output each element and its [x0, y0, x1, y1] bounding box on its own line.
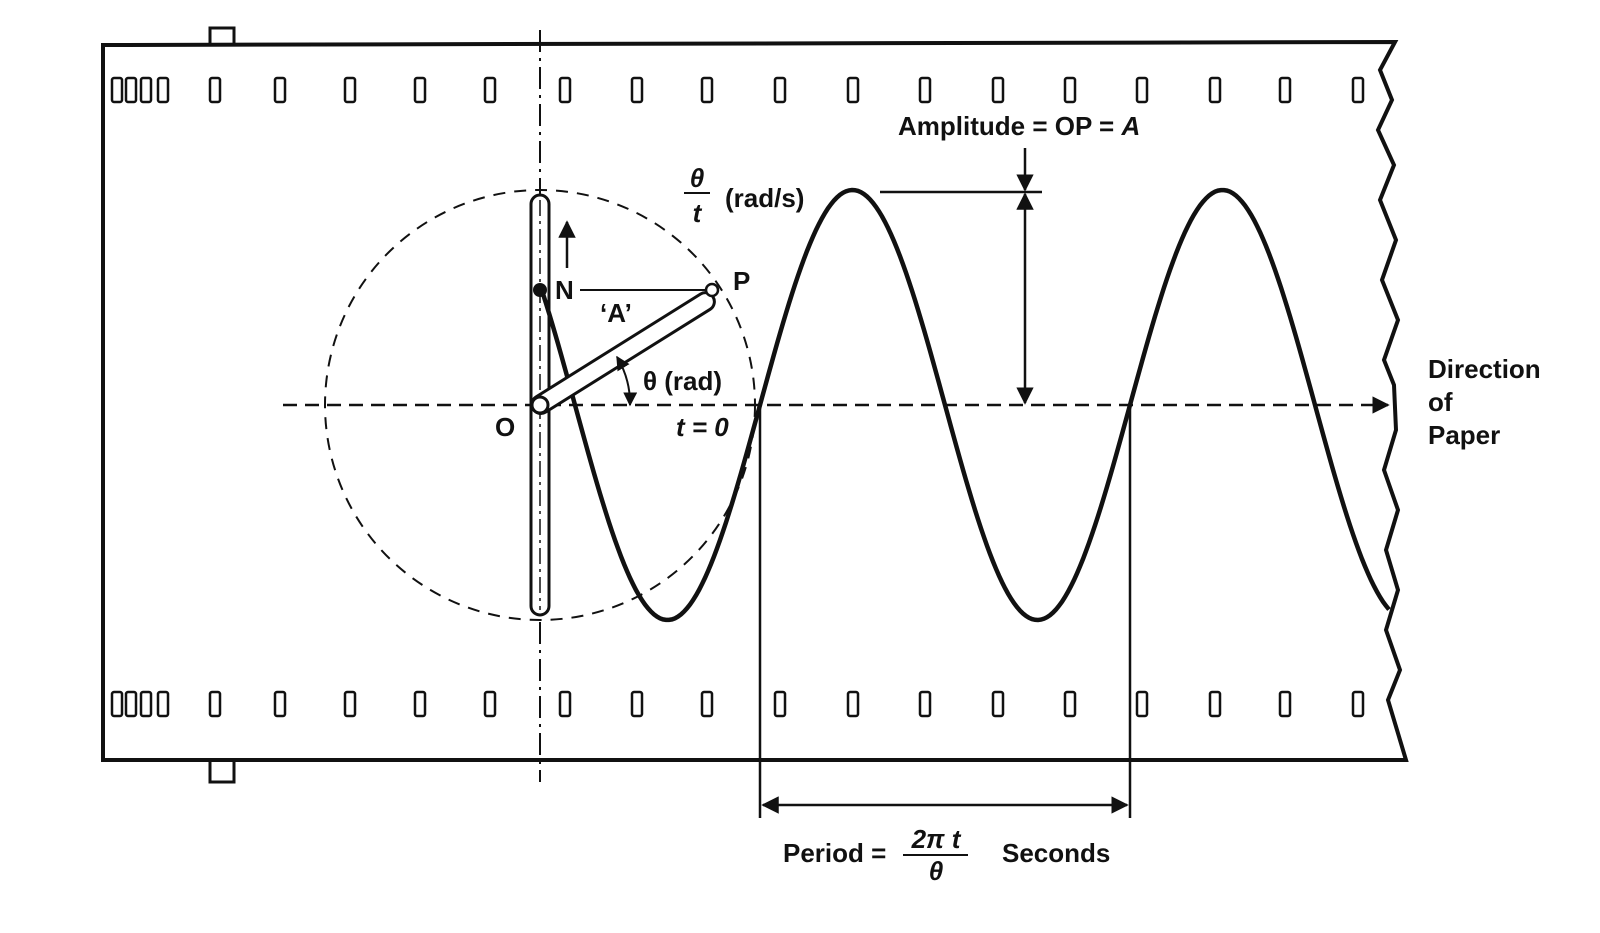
period-numerator: 2π t [911, 824, 962, 854]
sprocket-hole [343, 76, 357, 104]
sprocket-hole [846, 690, 860, 718]
sprocket-hole [139, 76, 153, 104]
sprocket-hole [773, 76, 787, 104]
sprocket-hole [773, 690, 787, 718]
point-p-label: P [733, 266, 750, 296]
angle-label: θ (rad) [643, 366, 722, 396]
sprocket-hole [1135, 690, 1149, 718]
sprocket-hole [1063, 76, 1077, 104]
paper-strip [101, 26, 1409, 784]
time-zero-label: t = 0 [676, 412, 729, 442]
tab [208, 26, 236, 47]
sprocket-hole [273, 690, 287, 718]
paper-outline [101, 39, 1409, 762]
sprocket-hole [558, 76, 572, 104]
sprocket-hole [413, 76, 427, 104]
sprocket-hole [343, 690, 357, 718]
sprocket-hole [630, 76, 644, 104]
period-prefix: Period = [783, 838, 886, 868]
sprocket-hole [918, 76, 932, 104]
sprocket-hole [918, 690, 932, 718]
sprocket-hole [208, 76, 222, 104]
point-n-label: N [555, 275, 574, 305]
amplitude-text: Amplitude = OP = [898, 111, 1121, 141]
sprocket-hole [124, 76, 138, 104]
sprocket-hole [1351, 690, 1365, 718]
amplitude-label: Amplitude = OP = A [898, 111, 1140, 141]
radius-label: ‘A’ [600, 298, 632, 328]
direction-label: of [1428, 387, 1453, 417]
sprocket-hole [1135, 76, 1149, 104]
sine-trace [537, 187, 1391, 623]
sprocket-hole [156, 76, 170, 104]
sprocket-hole [1278, 690, 1292, 718]
sprocket-hole [139, 690, 153, 718]
sprocket-hole [991, 76, 1005, 104]
direction-label: Direction [1428, 354, 1541, 384]
pin-p [704, 282, 720, 298]
sprocket-hole [110, 690, 124, 718]
point-n [533, 283, 547, 297]
sprocket-hole [156, 690, 170, 718]
reference-circle [324, 189, 756, 621]
point-o-label: O [495, 412, 515, 442]
sprocket-hole [124, 690, 138, 718]
rate-unit: (rad/s) [725, 183, 804, 213]
sprocket-hole [991, 690, 1005, 718]
sprocket-hole [110, 76, 124, 104]
period-unit: Seconds [1002, 838, 1110, 868]
sprocket-hole [483, 690, 497, 718]
sprocket-hole [1208, 690, 1222, 718]
sprocket-hole [846, 76, 860, 104]
sprocket-hole [1063, 690, 1077, 718]
sprocket-hole [413, 690, 427, 718]
sprocket-hole [1278, 76, 1292, 104]
tab [208, 758, 236, 784]
rate-denominator: t [693, 198, 703, 228]
sprocket-hole [208, 690, 222, 718]
sprocket-hole [630, 690, 644, 718]
rate-numerator: θ [690, 163, 705, 193]
amplitude-symbol: A [1120, 111, 1140, 141]
sprocket-hole [1351, 76, 1365, 104]
sprocket-hole [273, 76, 287, 104]
sprocket-hole [1208, 76, 1222, 104]
sprocket-hole [700, 690, 714, 718]
direction-label: Paper [1428, 420, 1500, 450]
sprocket-hole [558, 690, 572, 718]
pivot-o [530, 395, 550, 415]
sprocket-hole [700, 76, 714, 104]
angle-arc [616, 355, 638, 407]
sprocket-hole [483, 76, 497, 104]
period-denominator: θ [929, 856, 944, 886]
